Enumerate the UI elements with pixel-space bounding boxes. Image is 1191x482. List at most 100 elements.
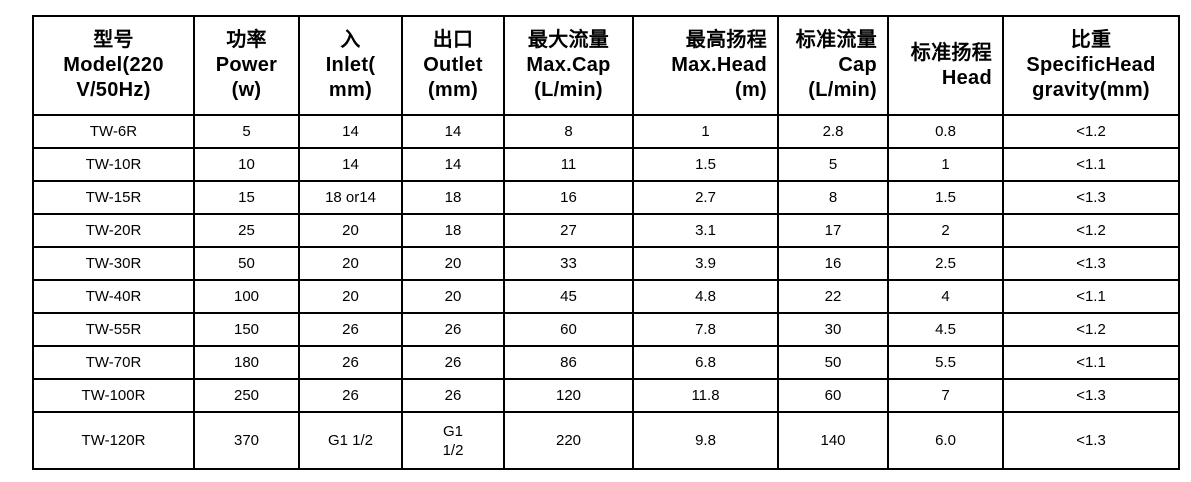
cell-max-head: 11.8 <box>632 378 779 413</box>
cell-outlet: 14 <box>401 114 505 149</box>
cell-std-cap: 22 <box>777 279 889 314</box>
table-body: TW-6R 5 14 14 8 1 2.8 0.8 <1.2 TW-10R 10 14 14 11 1.5 5… <box>32 114 1180 470</box>
cell-max-cap: 120 <box>503 378 634 413</box>
cell-max-cap: 220 <box>503 411 634 470</box>
cell-inlet: 20 <box>298 246 403 281</box>
column-header-max-head: 最高扬程 Max.Head (m) <box>632 15 779 116</box>
cell-power: 100 <box>193 279 300 314</box>
cell-max-head: 2.7 <box>632 180 779 215</box>
cell-max-head: 9.8 <box>632 411 779 470</box>
column-header-model: 型号 Model(220 V/50Hz) <box>32 15 195 116</box>
cell-inlet: 18 or14 <box>298 180 403 215</box>
cell-std-cap: 5 <box>777 147 889 182</box>
cell-std-head: 6.0 <box>887 411 1004 470</box>
cell-gravity: <1.2 <box>1002 213 1180 248</box>
cell-model: TW-20R <box>32 213 195 248</box>
cell-model: TW-10R <box>32 147 195 182</box>
cell-std-cap: 140 <box>777 411 889 470</box>
cell-max-cap: 45 <box>503 279 634 314</box>
cell-outlet: 26 <box>401 378 505 413</box>
cell-std-head: 1 <box>887 147 1004 182</box>
cell-inlet: G1 1/2 <box>298 411 403 470</box>
header-row: 型号 Model(220 V/50Hz) 功率 Power (w) 入 Inlet(… <box>32 15 1180 116</box>
cell-model: TW-70R <box>32 345 195 380</box>
table-row-tw-30r: TW-30R 50 20 20 33 3.9 16 2.5 <1.3 <box>32 246 1180 281</box>
cell-gravity: <1.1 <box>1002 147 1180 182</box>
cell-outlet: 20 <box>401 279 505 314</box>
cell-max-cap: 11 <box>503 147 634 182</box>
cell-model: TW-30R <box>32 246 195 281</box>
cell-power: 25 <box>193 213 300 248</box>
cell-model: TW-120R <box>32 411 195 470</box>
cell-max-cap: 8 <box>503 114 634 149</box>
cell-power: 180 <box>193 345 300 380</box>
cell-outlet: 26 <box>401 345 505 380</box>
cell-std-head: 7 <box>887 378 1004 413</box>
cell-inlet: 20 <box>298 213 403 248</box>
cell-std-cap: 16 <box>777 246 889 281</box>
cell-gravity: <1.1 <box>1002 279 1180 314</box>
cell-max-cap: 33 <box>503 246 634 281</box>
cell-gravity: <1.3 <box>1002 411 1180 470</box>
cell-std-head: 1.5 <box>887 180 1004 215</box>
cell-model: TW-6R <box>32 114 195 149</box>
cell-max-head: 4.8 <box>632 279 779 314</box>
table-row-tw-20r: TW-20R 25 20 18 27 3.1 17 2 <1.2 <box>32 213 1180 248</box>
column-header-outlet: 出口 Outlet (mm) <box>401 15 505 116</box>
cell-max-cap: 86 <box>503 345 634 380</box>
cell-max-head: 3.1 <box>632 213 779 248</box>
cell-max-head: 1.5 <box>632 147 779 182</box>
cell-std-head: 4.5 <box>887 312 1004 347</box>
cell-std-cap: 50 <box>777 345 889 380</box>
cell-power: 150 <box>193 312 300 347</box>
cell-max-head: 6.8 <box>632 345 779 380</box>
cell-power: 50 <box>193 246 300 281</box>
cell-outlet: 14 <box>401 147 505 182</box>
cell-inlet: 26 <box>298 345 403 380</box>
table-row-tw-55r: TW-55R 150 26 26 60 7.8 30 4.5 <1.2 <box>32 312 1180 347</box>
table-row-tw-15r: TW-15R 15 18 or14 18 16 2.7 8 1.5 <1.3 <box>32 180 1180 215</box>
cell-max-head: 3.9 <box>632 246 779 281</box>
cell-max-cap: 27 <box>503 213 634 248</box>
table-row-tw-6r: TW-6R 5 14 14 8 1 2.8 0.8 <1.2 <box>32 114 1180 149</box>
cell-std-head: 2.5 <box>887 246 1004 281</box>
cell-inlet: 26 <box>298 312 403 347</box>
cell-gravity: <1.2 <box>1002 312 1180 347</box>
cell-power: 10 <box>193 147 300 182</box>
cell-outlet: 26 <box>401 312 505 347</box>
column-header-inlet: 入 Inlet( mm) <box>298 15 403 116</box>
cell-std-cap: 8 <box>777 180 889 215</box>
cell-gravity: <1.1 <box>1002 345 1180 380</box>
cell-std-cap: 17 <box>777 213 889 248</box>
cell-power: 250 <box>193 378 300 413</box>
cell-max-head: 7.8 <box>632 312 779 347</box>
cell-max-cap: 16 <box>503 180 634 215</box>
cell-power: 15 <box>193 180 300 215</box>
column-header-std-head: 标准扬程 Head <box>887 15 1004 116</box>
cell-inlet: 20 <box>298 279 403 314</box>
cell-std-head: 5.5 <box>887 345 1004 380</box>
cell-power: 5 <box>193 114 300 149</box>
cell-std-head: 0.8 <box>887 114 1004 149</box>
table-row-tw-40r: TW-40R 100 20 20 45 4.8 22 4 <1.1 <box>32 279 1180 314</box>
cell-max-cap: 60 <box>503 312 634 347</box>
column-header-gravity: 比重 SpecificHead gravity(mm) <box>1002 15 1180 116</box>
cell-outlet: G1 1/2 <box>401 411 505 470</box>
cell-model: TW-15R <box>32 180 195 215</box>
cell-std-cap: 60 <box>777 378 889 413</box>
table-row-tw-120r: TW-120R 370 G1 1/2 G1 1/2 220 9.8 140 6.0 <1.3 <box>32 411 1180 470</box>
pump-spec-table: 型号 Model(220 V/50Hz) 功率 Power (w) 入 Inlet(… <box>32 15 1180 470</box>
cell-model: TW-40R <box>32 279 195 314</box>
cell-model: TW-100R <box>32 378 195 413</box>
cell-model: TW-55R <box>32 312 195 347</box>
cell-inlet: 14 <box>298 147 403 182</box>
cell-inlet: 14 <box>298 114 403 149</box>
cell-outlet: 18 <box>401 213 505 248</box>
column-header-power: 功率 Power (w) <box>193 15 300 116</box>
table-row-tw-70r: TW-70R 180 26 26 86 6.8 50 5.5 <1.1 <box>32 345 1180 380</box>
cell-std-head: 2 <box>887 213 1004 248</box>
cell-gravity: <1.3 <box>1002 246 1180 281</box>
cell-outlet: 20 <box>401 246 505 281</box>
cell-power: 370 <box>193 411 300 470</box>
cell-gravity: <1.3 <box>1002 180 1180 215</box>
